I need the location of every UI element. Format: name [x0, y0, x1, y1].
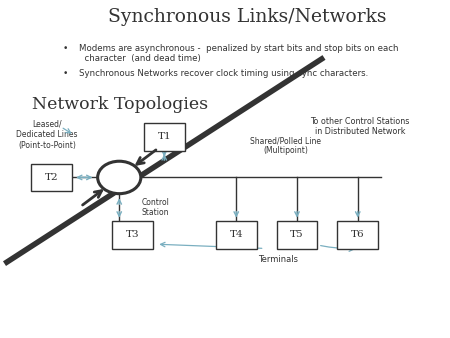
FancyBboxPatch shape	[276, 221, 318, 249]
Text: T5: T5	[290, 231, 304, 239]
Text: Network Topologies: Network Topologies	[32, 96, 207, 113]
Text: Shared/Polled Line
(Multipoint): Shared/Polled Line (Multipoint)	[250, 136, 321, 155]
FancyBboxPatch shape	[112, 221, 153, 249]
FancyBboxPatch shape	[216, 221, 256, 249]
Text: Leased/
Dedicated Lines
(Point-to-Point): Leased/ Dedicated Lines (Point-to-Point)	[17, 120, 78, 150]
Text: T2: T2	[45, 173, 58, 182]
Text: •: •	[63, 44, 68, 53]
Text: T3: T3	[126, 231, 140, 239]
Text: Synchronous Links/Networks: Synchronous Links/Networks	[108, 8, 387, 26]
FancyBboxPatch shape	[32, 164, 72, 191]
Text: •: •	[63, 69, 68, 78]
Text: Terminals: Terminals	[258, 255, 298, 264]
Text: T4: T4	[230, 231, 243, 239]
Text: Synchronous Networks recover clock timing using sync characters.: Synchronous Networks recover clock timin…	[79, 69, 368, 78]
Text: To other Control Stations
in Distributed Network: To other Control Stations in Distributed…	[310, 117, 410, 136]
FancyBboxPatch shape	[338, 221, 378, 249]
FancyBboxPatch shape	[144, 123, 185, 151]
Text: Control
Station: Control Station	[142, 198, 170, 217]
Text: Modems are asynchronous -  penalized by start bits and stop bits on each
  chara: Modems are asynchronous - penalized by s…	[79, 44, 398, 63]
Text: T6: T6	[351, 231, 364, 239]
Circle shape	[98, 161, 141, 194]
Text: T1: T1	[158, 132, 171, 141]
